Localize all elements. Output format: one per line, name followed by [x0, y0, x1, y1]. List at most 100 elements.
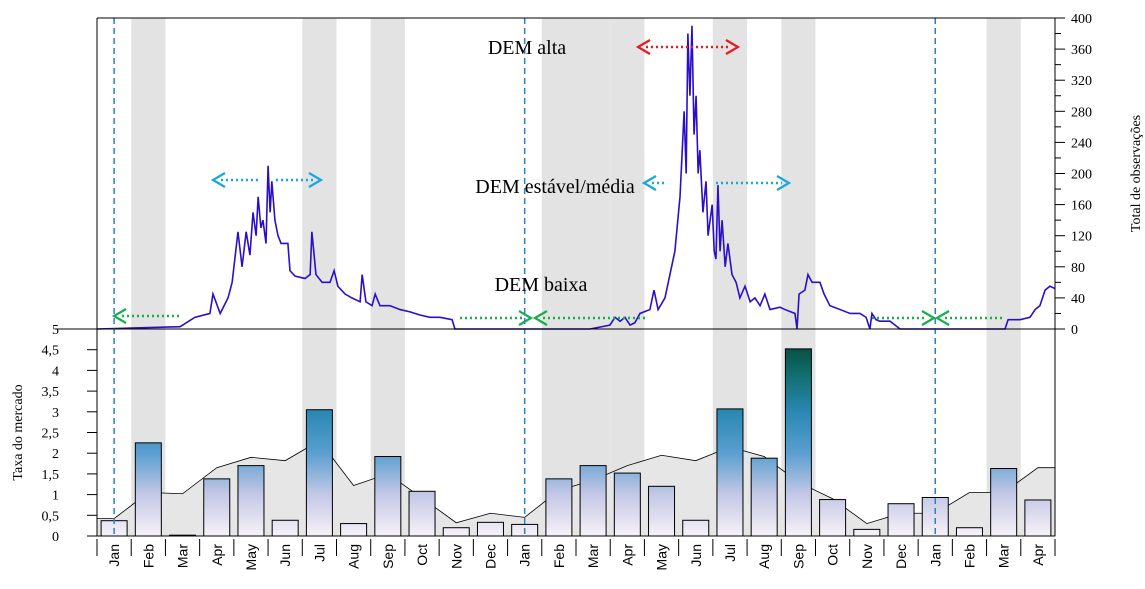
arrow-head: [635, 39, 651, 55]
y-tick-label: 40: [1071, 292, 1085, 307]
x-tick-label: Nov: [448, 544, 464, 569]
bar: [887, 503, 915, 537]
x-tick-label: Jan: [106, 544, 122, 567]
x-tick-label: Mar: [585, 544, 601, 568]
bar: [579, 465, 607, 537]
arrow-head: [532, 310, 548, 326]
x-tick-label: Oct: [414, 544, 430, 566]
x-tick-label: Jun: [277, 544, 293, 567]
arrow-head: [921, 310, 937, 326]
shaded-band: [541, 18, 576, 536]
bar: [271, 519, 299, 537]
y-tick-label: 0: [52, 530, 59, 545]
y-tick-label: 4: [52, 364, 59, 379]
x-tick-label: Aug: [346, 544, 362, 569]
shaded-band: [610, 18, 645, 536]
bar: [476, 521, 504, 537]
y-tick-label: 1,5: [42, 468, 60, 483]
bar: [955, 527, 983, 537]
x-tick-label: Feb: [551, 544, 567, 568]
bar: [134, 442, 162, 537]
marks-layer: [96, 25, 1056, 537]
x-tick-label: Jun: [688, 544, 704, 567]
y-tick-label: 160: [1071, 199, 1092, 214]
arrow-head: [308, 172, 324, 188]
y-tick-label: 2,5: [42, 427, 60, 442]
arrow-head: [111, 308, 127, 324]
y-tick-label: 320: [1071, 74, 1092, 89]
bar: [305, 409, 333, 537]
x-tick-label: Oct: [825, 544, 841, 566]
arrow-head: [210, 172, 226, 188]
bar: [237, 465, 265, 537]
bar: [408, 490, 436, 537]
y-tick-label: 3,5: [42, 385, 60, 400]
bar: [340, 523, 368, 537]
y-tick-label: 1: [52, 489, 59, 504]
bar: [784, 348, 812, 537]
bar: [716, 408, 744, 537]
y-tick-label: 2: [52, 447, 59, 462]
y-tick-label: 80: [1071, 261, 1085, 276]
arrow-head: [725, 39, 741, 55]
shaded-band: [986, 18, 1021, 536]
y-tick-label: 240: [1071, 136, 1092, 151]
bar: [682, 519, 710, 537]
arrow-head: [776, 175, 792, 191]
bar: [1024, 499, 1052, 537]
y-tick-label: 0,5: [42, 509, 60, 524]
x-tick-label: Feb: [140, 544, 156, 568]
x-tick-label: Sep: [380, 544, 396, 569]
y-tick-label: 0: [1071, 323, 1078, 338]
bar: [374, 456, 402, 537]
shaded-band: [370, 18, 405, 536]
bar: [613, 472, 641, 537]
shaded-band: [576, 18, 611, 536]
y-tick-label: 120: [1071, 230, 1092, 245]
x-tick-label: Mar: [996, 544, 1012, 568]
x-tick-label: Feb: [961, 544, 977, 568]
y-axis-title: Taxa do mercado: [11, 384, 26, 480]
x-tick-label: May: [654, 544, 670, 570]
x-tick-label: Nov: [859, 544, 875, 569]
x-tick-label: Jan: [927, 544, 943, 567]
x-tick-label: Mar: [175, 544, 191, 568]
y-tick-label: 360: [1071, 43, 1092, 58]
annotation: DEM baixa: [495, 274, 588, 296]
y-tick-label: 280: [1071, 105, 1092, 120]
arrow-head: [934, 310, 950, 326]
x-tick-label: Dec: [893, 544, 909, 569]
bar: [819, 499, 847, 537]
x-tick-label: Jul: [311, 544, 327, 562]
arrow-head: [518, 310, 534, 326]
bar: [750, 457, 778, 537]
y-tick-label: 400: [1071, 12, 1092, 27]
x-tick-label: Apr: [1030, 544, 1046, 566]
bar: [545, 478, 573, 537]
x-tick-label: Jan: [517, 544, 533, 567]
arrow-head: [641, 175, 657, 191]
y-tick-label: 4,5: [42, 344, 60, 359]
y-tick-label: 5: [52, 323, 59, 338]
y-tick-label: 200: [1071, 168, 1092, 183]
bar: [203, 478, 231, 537]
bar: [442, 527, 470, 537]
x-tick-label: Apr: [619, 544, 635, 566]
line: [96, 25, 1056, 330]
annotation: DEM estável/média: [475, 176, 635, 198]
x-tick-label: Sep: [790, 544, 806, 569]
x-tick-label: Dec: [482, 544, 498, 569]
x-tick-label: Aug: [756, 544, 772, 569]
y-tick-label: 3: [52, 406, 59, 421]
x-tick-label: Apr: [209, 544, 225, 566]
y-axis-title: Total de observações: [1129, 115, 1144, 232]
annotation: DEM alta: [488, 37, 566, 59]
bar: [648, 485, 676, 537]
arrows: [111, 39, 1005, 326]
x-tick-label: Jul: [722, 544, 738, 562]
x-tick-label: May: [243, 544, 259, 570]
bar: [853, 528, 881, 537]
